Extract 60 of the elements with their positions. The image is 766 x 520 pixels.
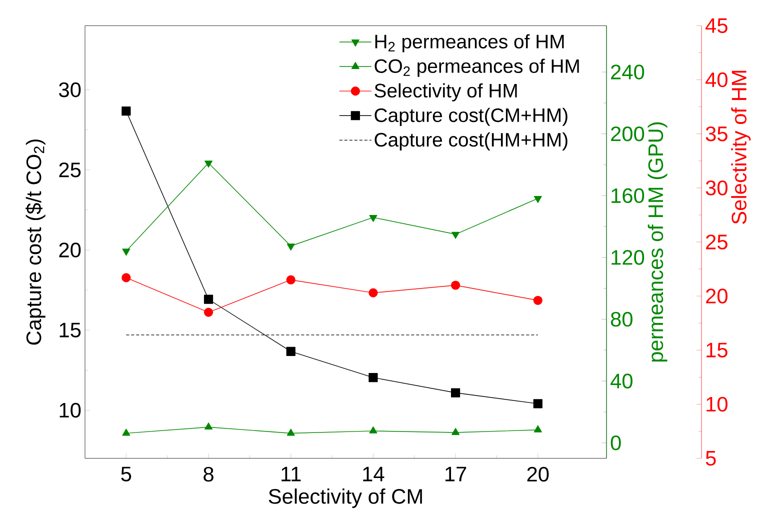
y-tick-label: 30 <box>59 82 81 98</box>
y3-tick-label: 20 <box>706 288 728 304</box>
y3-tick-label: 35 <box>706 126 728 142</box>
y2-tick-label: 40 <box>610 374 632 388</box>
x-tick-label: 8 <box>204 466 214 482</box>
y-tick-label: 10 <box>60 402 81 418</box>
legend-label: H$_{2}$ permeances of HM <box>375 34 564 52</box>
point <box>286 244 295 251</box>
point <box>533 399 542 408</box>
point <box>452 428 460 435</box>
point <box>204 160 212 168</box>
y2-tick-label: 120 <box>612 250 644 265</box>
x-axis-title: Selectivity of CM <box>268 488 422 508</box>
point <box>533 296 542 305</box>
y3-tick-label: 45 <box>706 18 728 33</box>
y3-tick-label: 30 <box>706 180 728 196</box>
point <box>204 308 214 317</box>
point <box>369 214 378 222</box>
point <box>368 373 378 382</box>
y2-tick-label: 200 <box>611 126 644 142</box>
point <box>122 428 130 436</box>
y2-tick-label: 0 <box>610 435 621 450</box>
y3-tick-label: 40 <box>706 72 728 88</box>
point <box>204 294 214 304</box>
y3-tick-label: 15 <box>706 342 728 358</box>
y-tick-label: 25 <box>59 162 81 178</box>
y2-tick-label: 160 <box>612 188 644 204</box>
y2-tick-label: 240 <box>611 64 644 80</box>
point <box>450 388 460 398</box>
point <box>286 428 295 436</box>
y3-tick-label: 10 <box>706 396 728 412</box>
y-axis-title: Capture cost ($/t CO$_{2}$) <box>26 140 46 345</box>
point <box>122 273 131 282</box>
point <box>534 196 542 203</box>
point <box>368 288 378 298</box>
point <box>452 232 460 239</box>
point <box>450 280 460 290</box>
y3-tick-label: 25 <box>706 234 728 250</box>
y-tick-label: 15 <box>60 322 81 338</box>
legend-label: Capture cost(HM+HM) <box>374 132 568 151</box>
legend-label: CO$_{2}$ permeances of HM <box>374 58 579 77</box>
legend-label: Capture cost(CM+HM) <box>374 108 568 126</box>
point <box>122 106 131 116</box>
y3-tick-label: 5 <box>706 451 716 466</box>
legend-label: Selectivity of HM <box>374 83 517 102</box>
y-tick-label: 20 <box>59 242 81 258</box>
point <box>122 248 130 256</box>
x-tick-label: 17 <box>446 466 466 482</box>
y3-axis-title: Selectivity of HM <box>731 70 751 224</box>
point <box>369 426 378 434</box>
x-tick-label: 5 <box>121 466 132 482</box>
x-tick-label: 11 <box>282 466 301 482</box>
x-tick-label: 20 <box>527 466 549 482</box>
point <box>204 422 212 430</box>
y2-axis-title: permeances of HM (GPU) <box>648 122 668 362</box>
x-tick-label: 14 <box>363 466 384 482</box>
y2-tick-label: 80 <box>610 312 632 327</box>
point <box>534 425 542 432</box>
point <box>286 346 296 356</box>
point <box>286 275 296 284</box>
